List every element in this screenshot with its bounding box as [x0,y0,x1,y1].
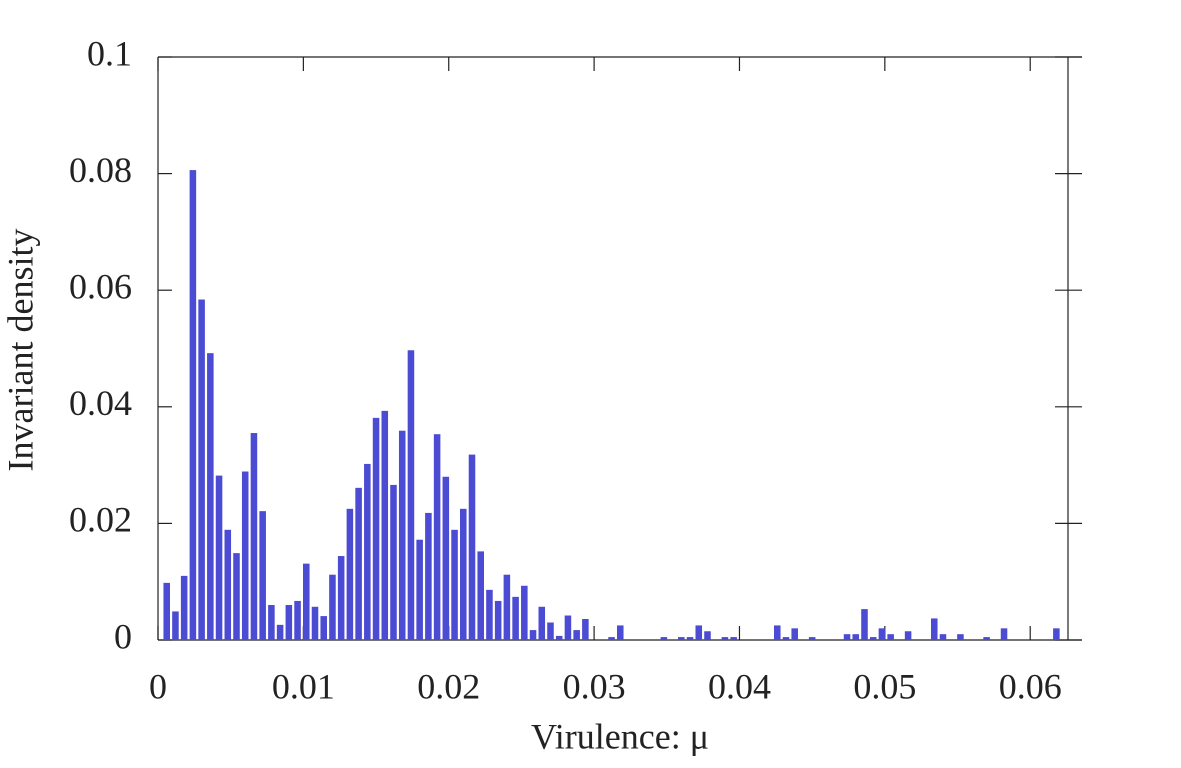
bar [372,417,380,640]
bar [198,299,205,640]
bar [564,615,572,640]
bar [233,553,240,640]
bar [364,463,371,640]
y-tick-label: 0.08 [69,150,132,190]
bar [808,637,816,640]
bar [695,625,703,640]
bar [303,563,310,640]
bar [503,574,511,640]
bar [250,433,258,640]
x-tick-label: 0.06 [999,666,1062,706]
bar [494,600,502,640]
x-tick-label: 0 [149,666,167,706]
bar [904,631,912,640]
bar [486,589,493,640]
bar [861,609,868,640]
bar [355,487,362,640]
bar [163,582,170,640]
bar [686,637,694,640]
bar [521,585,528,640]
bar [573,630,580,640]
bar [311,606,319,640]
bar [180,575,188,640]
bar [983,637,990,640]
bar [329,574,336,640]
bar [939,634,947,640]
bar [887,634,894,640]
bar [381,410,389,640]
bar [704,631,711,640]
bar [241,471,249,640]
bar [451,529,458,640]
y-tick-label: 0.1 [87,33,132,73]
x-tick-label: 0.03 [563,666,626,706]
y-tick-label: 0 [114,616,132,656]
bar [442,476,450,640]
bar [782,637,790,640]
bar [477,551,484,640]
bar [582,619,589,640]
y-tick-label: 0.04 [69,383,132,423]
bar [390,484,397,640]
bar [512,596,519,640]
bar [538,606,546,640]
bar [320,616,327,640]
bar [869,637,877,640]
x-tick-label: 0.01 [272,666,335,706]
y-tick-label: 0.02 [69,500,132,540]
bar [555,635,563,640]
bar [678,637,685,640]
bar [215,475,223,640]
bar [259,511,266,640]
bar [425,512,432,640]
x-tick-label: 0.04 [708,666,771,706]
bar [529,630,537,640]
x-tick-label: 0.05 [853,666,916,706]
bar [346,508,354,640]
bar [268,605,275,640]
bar [608,637,615,640]
bar [172,611,179,640]
bar [460,508,467,640]
x-axis-label: Virulence: μ [531,716,709,756]
y-tick-label: 0.06 [69,266,132,306]
bar [337,556,345,640]
bar [398,430,406,640]
bar [791,628,798,640]
bar [468,454,476,640]
bar [957,634,964,640]
bar [852,634,860,640]
bar [843,634,851,640]
bar [416,539,423,640]
bar [189,170,197,641]
bar [285,605,293,640]
bar [1000,628,1008,640]
bar [276,624,284,640]
bar [773,625,781,640]
bar [433,434,441,640]
bar [721,637,729,640]
bar [730,637,737,640]
bar [616,625,624,640]
bar [547,622,554,640]
bar [1053,628,1060,640]
bar [660,637,668,640]
bar [224,529,232,640]
y-axis-label: Invariant density [0,229,40,472]
bar [878,628,886,640]
bar [407,350,415,640]
bar [207,353,214,640]
bar [930,618,938,640]
x-tick-label: 0.02 [417,666,480,706]
bar [294,600,301,640]
